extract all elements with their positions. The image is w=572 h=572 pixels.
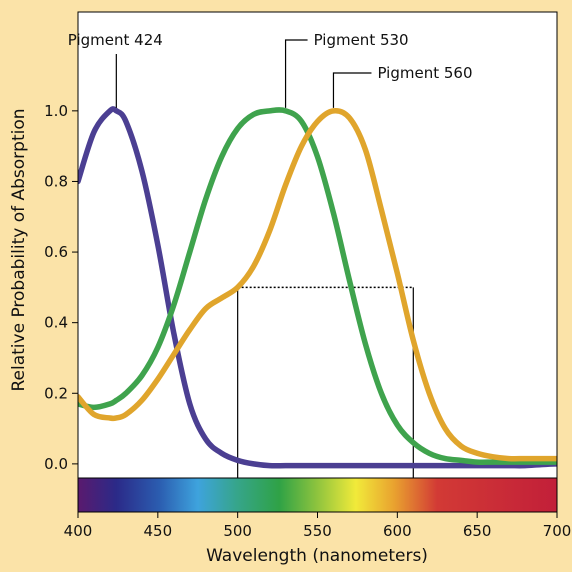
series-layer xyxy=(78,106,557,469)
series-line-pigment-560 xyxy=(78,107,557,462)
y-tick-label: 0.4 xyxy=(44,314,68,332)
y-tick-label: 1.0 xyxy=(44,102,68,120)
pigment-560-label: Pigment 560 xyxy=(377,64,472,82)
y-tick-label: 0.6 xyxy=(44,243,68,261)
series-line-pigment-424 xyxy=(78,106,557,469)
x-tick-label: 700 xyxy=(543,522,572,540)
y-tick-label: 0.8 xyxy=(44,172,68,190)
pigment-424-label: Pigment 424 xyxy=(68,31,163,49)
spectrum-bar xyxy=(77,477,558,513)
x-tick-label: 650 xyxy=(463,522,492,540)
y-tick-label: 0.2 xyxy=(44,384,68,402)
pigment-530-leader xyxy=(284,39,308,108)
y-axis-ticks: 0.0 0.2 0.4 0.6 0.8 1.0 xyxy=(44,102,78,473)
x-axis-ticks: 400 450 500 550 600 650 700 xyxy=(64,512,572,540)
pigment-530-label: Pigment 530 xyxy=(314,31,409,49)
y-tick-label: 0.0 xyxy=(44,455,68,473)
x-tick-label: 600 xyxy=(383,522,412,540)
x-tick-label: 450 xyxy=(144,522,173,540)
series-line-pigment-530 xyxy=(78,107,557,465)
pigment-annotations: Pigment 424 Pigment 530 Pigment 560 xyxy=(68,31,473,108)
x-axis-title: Wavelength (nanometers) xyxy=(206,546,428,566)
x-tick-label: 400 xyxy=(64,522,93,540)
plot-area xyxy=(78,12,557,478)
x-tick-label: 550 xyxy=(303,522,332,540)
pigment-560-leader xyxy=(332,72,372,108)
y-axis-title: Relative Probability of Absorption xyxy=(9,108,29,391)
x-tick-label: 500 xyxy=(223,522,252,540)
